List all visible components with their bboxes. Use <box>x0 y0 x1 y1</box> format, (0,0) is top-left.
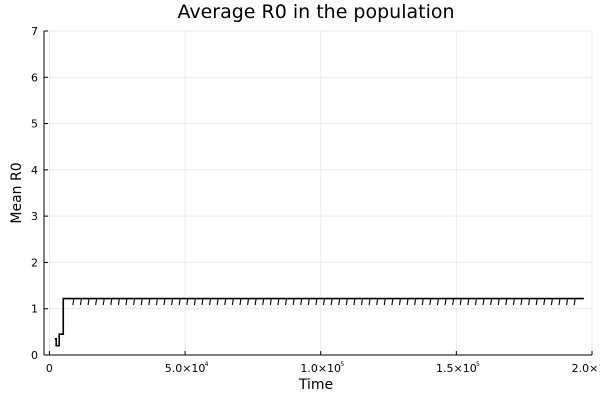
series-dip <box>201 298 204 306</box>
y-tick-label: 2 <box>31 256 38 269</box>
series-dip <box>429 298 432 306</box>
y-tick-label: 5 <box>31 118 38 131</box>
series-dip <box>421 298 424 306</box>
series-dip <box>307 298 310 306</box>
series-dip <box>284 298 288 306</box>
axes <box>43 31 592 356</box>
series-dip <box>573 298 576 306</box>
y-tick-label: 1 <box>31 303 38 316</box>
y-tick-label: 3 <box>31 210 38 223</box>
series-dip <box>300 298 303 306</box>
y-tick-label: 0 <box>31 349 38 362</box>
series-dip <box>72 298 75 306</box>
series-dip <box>444 298 447 306</box>
series-dip <box>178 298 181 306</box>
x-axis-label: Time <box>298 377 333 393</box>
y-tick-label: 4 <box>31 164 38 177</box>
series-dip <box>543 298 546 306</box>
series-dip <box>391 298 394 306</box>
series-dip <box>216 298 219 306</box>
series-dip <box>87 298 90 306</box>
series-dip <box>383 298 386 306</box>
series-dip <box>140 298 143 306</box>
y-tick-label: 6 <box>31 71 38 84</box>
series-dip <box>558 298 561 306</box>
series-dip <box>528 298 531 306</box>
series-dip <box>467 298 470 306</box>
x-tick-label: 1.0×10 <box>300 362 341 375</box>
series-dip <box>322 298 326 306</box>
series-dip <box>368 298 371 306</box>
series-dip <box>315 298 318 306</box>
series-dip <box>239 298 242 306</box>
series-line <box>54 297 584 347</box>
series-dip <box>330 298 333 306</box>
y-tick-label: 7 <box>31 25 38 38</box>
x-tick-exponent: 5 <box>340 361 344 368</box>
series-dip <box>254 298 257 306</box>
series-dip <box>452 298 455 306</box>
series-dip <box>490 298 493 306</box>
series-dip <box>353 298 356 306</box>
series-dip <box>459 298 462 306</box>
series-dip <box>406 298 409 306</box>
series-dip <box>277 298 280 306</box>
grid-lines <box>44 30 593 356</box>
series-dip <box>209 298 212 306</box>
series-dip <box>520 298 523 306</box>
series-dip <box>345 298 348 306</box>
series-dip <box>148 298 151 306</box>
series-dip <box>102 298 105 306</box>
series-dip <box>171 298 174 306</box>
series-dip <box>398 298 402 306</box>
series-dip <box>436 298 439 306</box>
series-dip <box>474 298 477 306</box>
x-tick-exponent: 4 <box>205 361 209 368</box>
x-tick-label: 2.0×10 <box>572 362 600 375</box>
series-dip <box>155 298 158 306</box>
y-ticks: 0 1 2 3 4 5 6 7 <box>31 25 48 362</box>
series-group <box>54 297 584 347</box>
series-dip <box>231 298 234 306</box>
series-dip <box>376 298 379 306</box>
series-dip <box>497 298 500 306</box>
x-tick-label: 1.5×10 <box>436 362 477 375</box>
series-dip <box>133 298 136 306</box>
series-dip <box>247 298 250 306</box>
series-dip <box>360 298 364 306</box>
series-dip <box>535 298 538 306</box>
series-dip <box>262 298 265 306</box>
series-dip <box>110 298 113 306</box>
series-dip <box>125 298 128 306</box>
chart-title: Average R0 in the population <box>177 1 454 23</box>
series-dip <box>566 298 569 306</box>
series-dip <box>482 298 485 306</box>
series-dip <box>186 298 189 306</box>
series-dip <box>414 298 417 306</box>
series-dip <box>550 298 553 306</box>
x-tick-label: 5.0×10 <box>165 362 206 375</box>
x-tick-exponent: 5 <box>476 361 480 368</box>
series-dip <box>505 298 508 306</box>
series-dip <box>292 298 295 306</box>
series-dip <box>95 298 98 306</box>
series-dip <box>117 298 120 306</box>
series-dip <box>338 298 341 306</box>
series-dip <box>224 298 227 306</box>
series-dip <box>269 298 272 306</box>
series-dip <box>79 298 82 306</box>
series-dip <box>512 298 515 306</box>
series-dip <box>193 298 196 306</box>
series-dip <box>163 298 166 306</box>
x-tick-label: 0 <box>46 362 53 375</box>
y-axis-label: Mean R0 <box>9 162 25 223</box>
